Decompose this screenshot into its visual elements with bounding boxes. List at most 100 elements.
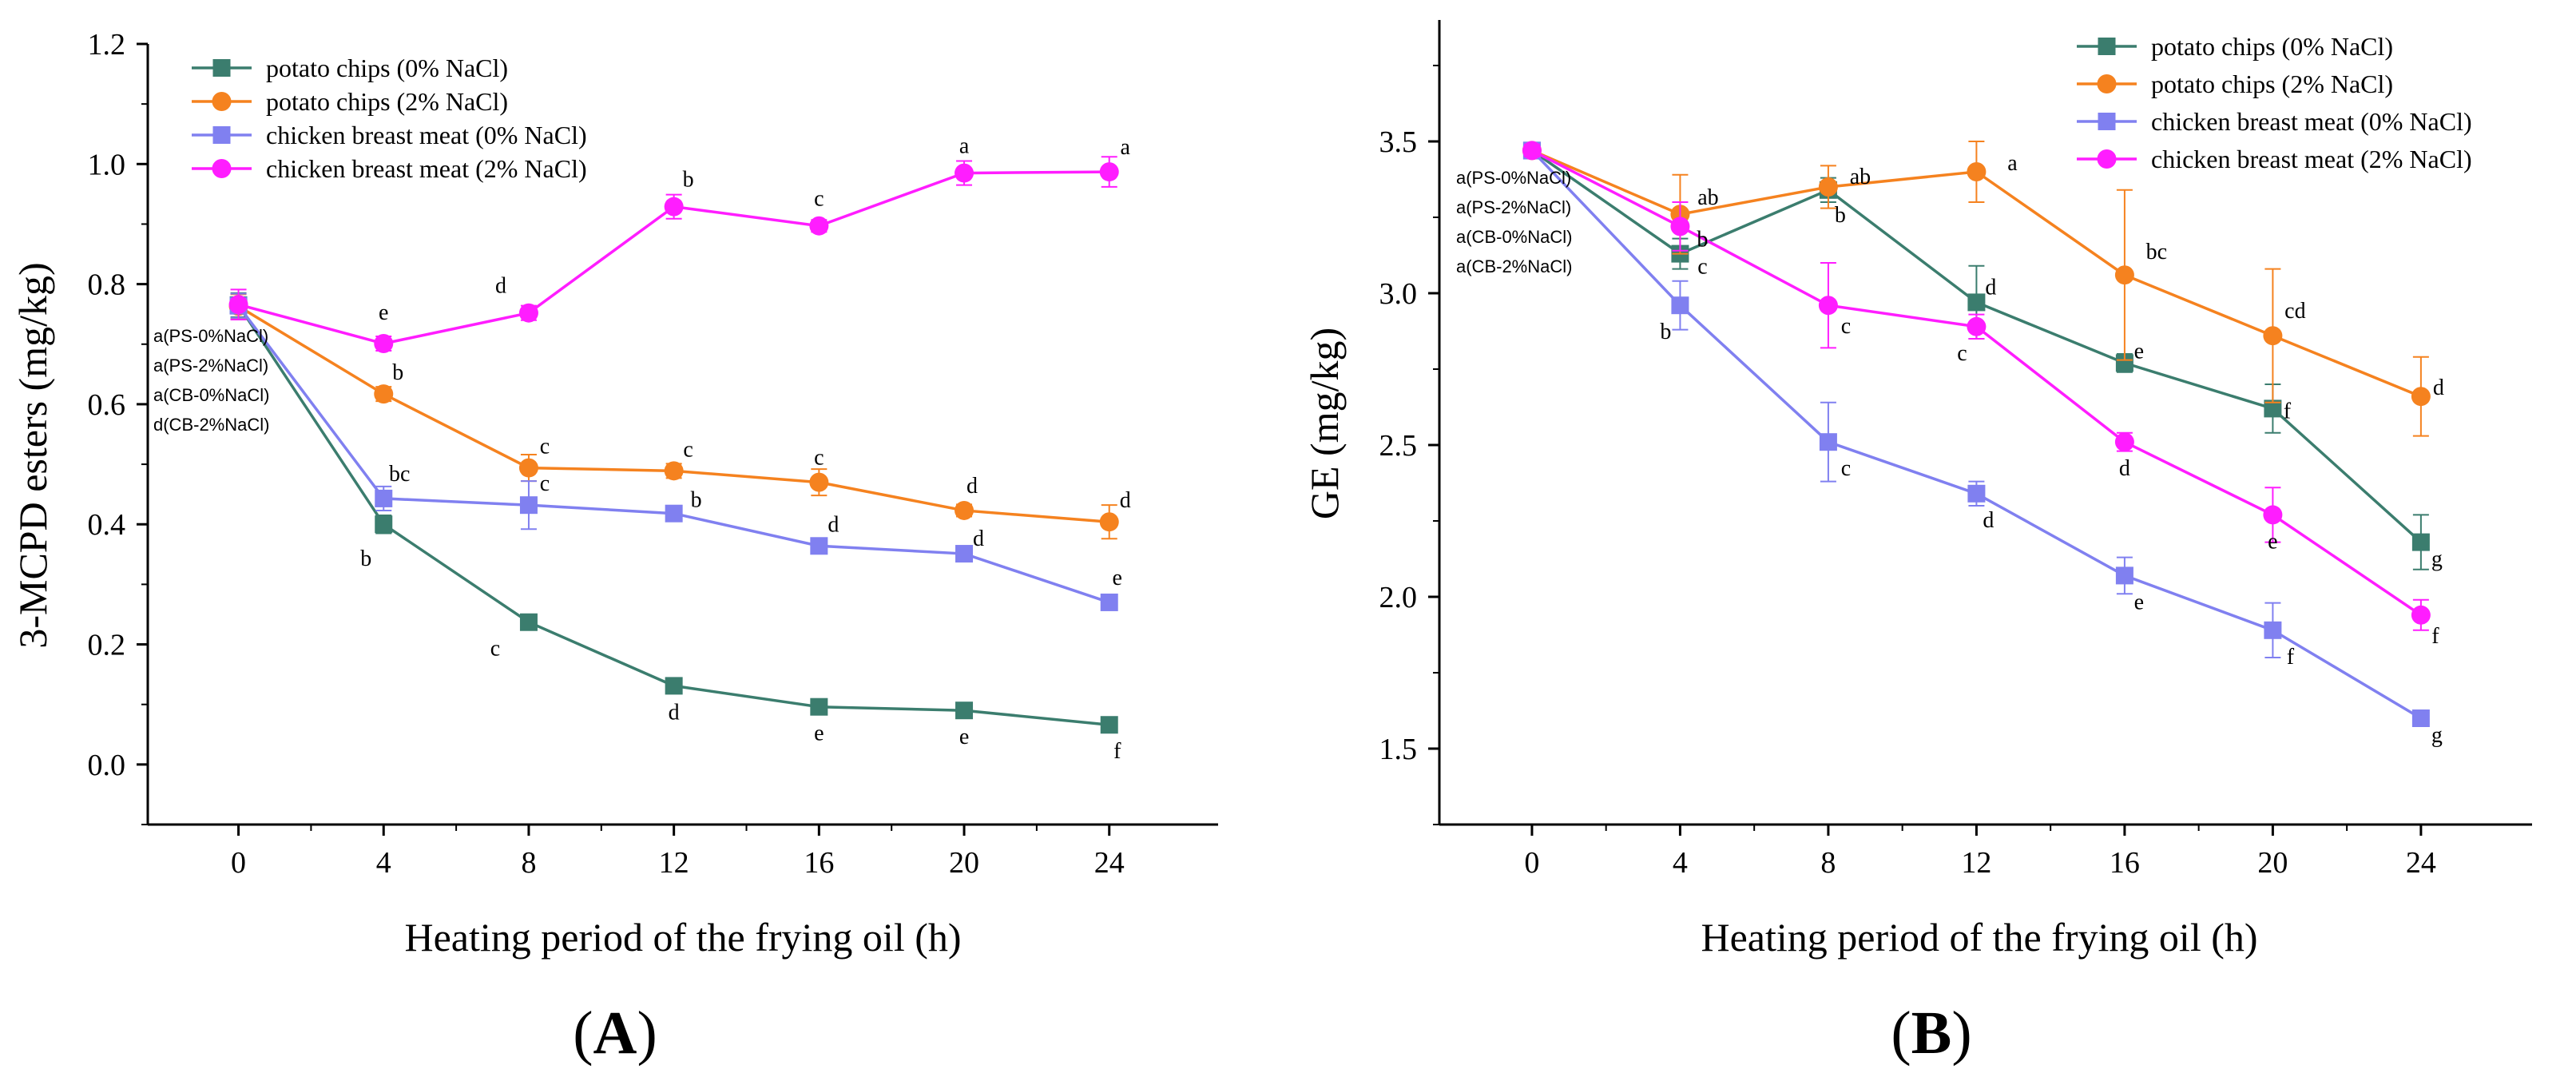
panel-b-label-letter: B [1911,1000,1952,1067]
panel-a-data-point [519,496,538,515]
panel-a-initial-note: d(CB-2%NaCl) [153,415,269,435]
panel-a-data-point [955,500,974,520]
panel-b-significance-label: f [2284,399,2292,423]
panel-b-significance-label: g [2431,723,2443,748]
panel-a-data-point [810,697,828,716]
panel-a-data-point [809,472,829,492]
panel-a-significance-label: d [973,527,984,551]
panel-a-initial-notes: a(PS-0%NaCl) a(PS-2%NaCl) a(CB-0%NaCl) d(CB… [153,326,269,435]
panel-b-data-point [2411,709,2430,727]
panel-a-significance-label: d [1120,488,1131,513]
panel-b-significance-label: e [2134,590,2144,614]
panel-b-legend-item: chicken breast meat (0% NaCl) [2077,107,2472,136]
panel-b-x-tick-label: 8 [1820,846,1836,880]
panel-a-data-point [518,458,538,478]
panel-b-x-tick-label: 16 [2110,846,2140,880]
panel-a-x-tick-label: 0 [231,846,246,880]
panel-b-label: (B) [1891,1000,1971,1067]
panel-a-initial-note: a(PS-2%NaCl) [153,356,268,376]
panel-a-legend-text: potato chips (2% NaCl) [266,87,508,116]
panel-a-significance-label: d [669,700,680,725]
panel-b-data-point [1818,296,1838,316]
panel-b-legend-marker [2097,149,2117,169]
panel-b-legend-text: potato chips (2% NaCl) [2151,70,2393,98]
panel-a-y-tick-label: 0.8 [88,268,126,302]
panel-a-axes: 0.0 0.2 0.4 0.6 0.8 1.0 1.2 0 4 8 12 16 20 24 [88,28,1218,880]
panel-b-data-point [2264,621,2282,639]
panel-a-y-axis-title: 3-MCPD esters (mg/kg) [10,262,55,648]
panel-a-data-point [1100,593,1118,611]
panel-a-x-tick-label: 20 [949,846,979,880]
panel-a-data-point [810,537,828,555]
panel-a-data-point [374,384,394,404]
panel-b-data-point [2114,265,2134,285]
panel-b-legend: potato chips (0% NaCl) potato chips (2% N… [2077,32,2472,173]
panel-b-y-tick-label: 3.0 [1379,277,1418,311]
panel-a-significance-label: bc [389,462,410,487]
panel-a-significance-label: c [490,637,500,662]
panel-a-data-point [1099,512,1119,532]
panel-b-data-point [2114,432,2134,452]
panel-b-x-axis-title: Heating period of the frying oil (h) [1701,915,2257,960]
panel-b-data-point [2115,354,2133,372]
panel-b-significance-label: g [2431,547,2443,572]
panel-a-significance-label: a [1121,135,1131,160]
panel-a-significance-label: e [814,721,824,746]
panel-a-significance-label: e [379,300,388,325]
panel-b-y-tick-label: 2.5 [1379,429,1418,463]
panel-a-legend-item: chicken breast meat (0% NaCl) [192,121,587,149]
panel-b-initial-note: a(PS-0%NaCl) [1456,168,1571,188]
panel-a-significance-label: c [540,471,550,496]
panel-a-y-tick-label: 1.0 [88,148,126,181]
panel-a-series-4: e d b c a a [228,134,1131,354]
panel-a-x-tick-label: 12 [659,846,689,880]
panel-b-data-point [1967,316,1987,336]
panel-b-significance-label: c [1841,314,1851,339]
panel-b-legend-marker [2098,38,2116,55]
panel-b-legend-text: potato chips (0% NaCl) [2151,32,2393,61]
panel-a-data-point [955,701,974,720]
panel-a-data-point [375,489,393,507]
panel-b-x-tick-label: 12 [1961,846,1991,880]
panel-b-data-point [2411,387,2431,407]
panel-a-legend-marker [212,92,232,111]
panel-a-data-point [1099,162,1119,182]
panel-b-initial-note: a(CB-0%NaCl) [1456,227,1572,247]
panel-b-significance-label: d [2433,376,2444,400]
panel-b-significance-label: b [1660,320,1671,344]
panel-a-data-point [374,334,394,354]
panel-b-y-axis-title: GE (mg/kg) [1302,328,1347,519]
panel-a-legend: potato chips (0% NaCl) potato chips (2% N… [192,54,587,183]
panel-b-x-tick-label: 0 [1524,846,1539,880]
panel-b-legend-item: chicken breast meat (2% NaCl) [2077,145,2472,173]
panel-a-data-point [955,545,974,563]
panel-a-data-point [809,216,829,236]
panel-a-data-point [665,504,683,523]
panel-a-legend-text: potato chips (0% NaCl) [266,54,508,82]
panel-b-x-tick-label: 4 [1673,846,1688,880]
panel-b-initial-notes: a(PS-0%NaCl) a(PS-2%NaCl) a(CB-0%NaCl) a(CB… [1456,168,1572,276]
panel-b-data-point [2263,505,2283,525]
panel-b-significance-label: a [2007,151,2018,176]
panel-b-legend-text: chicken breast meat (2% NaCl) [2151,145,2472,173]
panel-a-data-point [1100,716,1118,734]
panel-a-initial-note: a(CB-0%NaCl) [153,385,269,405]
panel-a-legend-marker [212,59,231,77]
panel-b-significance-label: f [2287,645,2295,670]
panel-a-label: (A) [573,1000,657,1067]
panel-a-data-point [955,163,974,183]
panel-a-legend-marker [212,126,231,144]
panel-a-x-tick-label: 16 [804,846,834,880]
panel-b-data-point [2264,399,2282,418]
panel-b-y-tick-label: 3.5 [1379,125,1418,159]
panel-b-axes: 1.5 2.0 2.5 3.0 3.5 0 4 8 12 16 20 24 [1379,20,2532,880]
panel-b-data-point [1967,162,1987,181]
panel-b-data-point [1819,433,1837,451]
